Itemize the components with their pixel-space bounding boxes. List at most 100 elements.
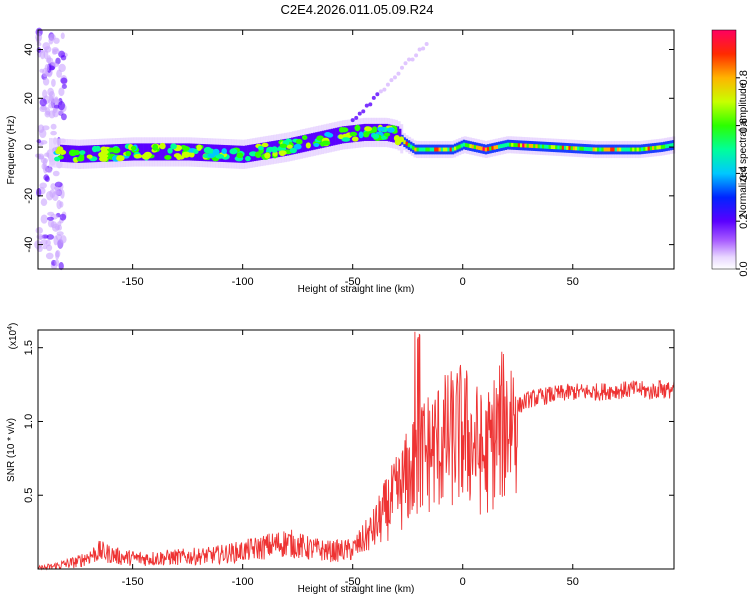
spectrogram-cell <box>392 125 395 143</box>
spectrogram-cell <box>473 145 477 150</box>
spectrogram-cell <box>328 129 331 147</box>
spectrogram-cell <box>495 145 499 150</box>
spectrogram-cell <box>100 146 108 152</box>
spectrogram-cell <box>544 144 547 149</box>
spectrogram-cell <box>42 125 50 131</box>
snr-panel: -150 -100 -50 0 50 0.5 1.0 1.5 Height of strai… <box>6 323 675 595</box>
spectrogram-cell <box>364 103 369 108</box>
spectrogram-cell <box>475 145 479 150</box>
spectrogram-cell <box>594 147 598 152</box>
spectrogram-cell <box>372 133 380 140</box>
spectrogram-cell <box>43 174 50 181</box>
spectrogram-cell <box>119 143 122 162</box>
colorbar-gradient <box>711 29 737 270</box>
spectrogram-cell <box>130 145 137 151</box>
spectrogram-cell <box>632 147 635 152</box>
spectrogram-cell <box>557 145 560 150</box>
spectrogram-cell <box>478 146 481 150</box>
spectrogram-cell <box>56 200 62 210</box>
spectrogram-cell <box>392 75 397 80</box>
spectrogram-cell <box>354 115 359 120</box>
spectrogram-cell <box>93 145 96 163</box>
spectrogram-cell <box>482 147 486 151</box>
spectrogram-cell <box>57 101 66 111</box>
y-tick-label: 40 <box>23 43 35 55</box>
spectrogram-cell <box>254 151 262 159</box>
spectrogram-cell <box>54 225 61 231</box>
spectrogram-cell <box>467 143 470 148</box>
spectrogram-cell <box>264 152 271 159</box>
snr-y-axis-title: SNR (10 * v/v) <box>6 418 17 482</box>
spectrogram-cell <box>137 143 140 161</box>
spectrogram-cell <box>451 147 455 152</box>
spectrogram-cell <box>174 143 177 161</box>
spectrogram-cell <box>54 181 63 188</box>
spectrogram-cell <box>141 153 151 160</box>
spectrogram-cell <box>42 77 50 86</box>
spectrogram-cell <box>361 109 366 114</box>
spectrogram-cell <box>133 154 143 159</box>
spectrogram-cell <box>57 221 62 227</box>
spectrogram-cell <box>654 145 657 150</box>
spectrogram-cell <box>54 156 61 162</box>
spectrogram-cell <box>583 146 587 151</box>
spectrogram-cell <box>358 131 364 139</box>
spectrogram-cell <box>215 154 225 159</box>
spectrogram-cell <box>39 129 47 139</box>
spectrogram-cell <box>357 111 362 116</box>
spectrogram-cell <box>502 143 505 148</box>
colorbar-ticks: 0.0 0.2 0.4 0.6 0.8 <box>736 70 750 277</box>
spectrogram-cell <box>330 128 334 146</box>
spectrogram-cell <box>634 147 637 152</box>
spectrogram-cell <box>335 127 338 145</box>
spectrogram-cell <box>665 144 668 149</box>
spectrogram-cell <box>607 147 611 152</box>
spectrogram-cell <box>561 145 565 150</box>
spectrogram-cell <box>390 124 393 142</box>
spectrogram-cell <box>55 57 61 65</box>
spectrogram-cell <box>585 147 589 151</box>
spectrogram-cell <box>172 143 175 161</box>
spectrogram-cell <box>37 155 45 160</box>
spectrogram-cell <box>616 147 620 152</box>
spectrogram-cell <box>164 155 172 160</box>
snr-scale-label: (x104) <box>7 323 19 350</box>
spectrogram-cell <box>247 145 250 163</box>
spectrogram-cell <box>301 135 308 141</box>
spectrogram-cell <box>176 143 180 161</box>
spectrogram-cell <box>35 226 43 234</box>
spectrogram-cell <box>489 146 492 151</box>
spectrogram-cell <box>279 150 286 157</box>
spectrogram-cell <box>310 133 314 151</box>
spectrogram-cell <box>60 113 67 121</box>
spectrogram-cell <box>167 147 173 154</box>
spectrogram-cell <box>385 82 390 87</box>
spectrogram-cell <box>381 135 387 140</box>
spectrogram-cell <box>86 145 89 163</box>
spectrogram-cell <box>110 144 114 162</box>
spectrogram-cell <box>57 238 64 249</box>
spectrogram-cell <box>229 148 238 155</box>
spectrogram-cell <box>52 62 60 68</box>
spectrogram-cell <box>49 137 53 168</box>
x-tick-label: -50 <box>345 276 361 288</box>
spectrogram-cell <box>524 143 527 148</box>
spectrogram-cell <box>47 167 53 174</box>
spectrogram-cell <box>244 145 248 163</box>
spectrogram-cell <box>513 143 516 147</box>
spectrogram-cell <box>623 147 626 152</box>
spectrogram-cell <box>645 146 648 151</box>
spectrogram-cell <box>651 146 655 150</box>
snr-x-axis-title: Height of straight line (km) <box>298 584 415 595</box>
spectrogram-cell <box>47 216 54 221</box>
spectrogram-cell <box>36 139 42 144</box>
spectrogram-cell <box>577 146 580 151</box>
spectrogram-cell <box>36 187 42 198</box>
spectrogram-cell <box>669 143 673 148</box>
x-tick-label: -150 <box>122 576 144 588</box>
spectrogram-cell <box>656 145 659 150</box>
spectrogram-frame <box>37 29 675 270</box>
spectrogram-cell <box>159 143 162 161</box>
